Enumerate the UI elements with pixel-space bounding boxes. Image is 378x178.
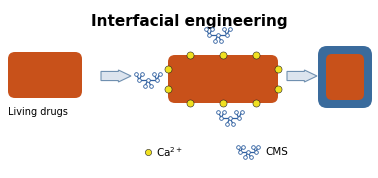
Point <box>221 111 227 113</box>
Point <box>142 85 148 88</box>
Point <box>218 40 224 43</box>
Point <box>245 151 251 153</box>
Point <box>215 111 221 113</box>
Point <box>203 27 209 30</box>
Text: Ca$^{2+}$: Ca$^{2+}$ <box>156 145 183 159</box>
Point <box>250 145 256 148</box>
Point <box>187 102 193 104</box>
Point <box>136 78 142 81</box>
Point <box>165 68 171 71</box>
Point <box>145 78 151 81</box>
Point <box>221 27 227 30</box>
Point <box>220 54 226 56</box>
Point <box>227 27 233 30</box>
Point <box>215 34 221 36</box>
Point <box>209 27 215 30</box>
Point <box>248 156 254 159</box>
Point <box>237 151 243 153</box>
Point <box>255 145 261 148</box>
Point <box>275 68 281 71</box>
Point <box>151 72 157 75</box>
Point <box>240 145 246 148</box>
Point <box>242 156 248 159</box>
Point <box>157 72 163 75</box>
Point <box>148 85 154 88</box>
Point <box>233 111 239 113</box>
Point <box>227 117 233 119</box>
FancyBboxPatch shape <box>318 46 372 108</box>
Point <box>218 117 224 119</box>
Point <box>224 34 230 36</box>
Point <box>154 78 160 81</box>
FancyBboxPatch shape <box>168 55 278 103</box>
Polygon shape <box>287 70 317 82</box>
Point <box>206 34 212 36</box>
Point <box>139 72 145 75</box>
Point <box>235 145 241 148</box>
FancyBboxPatch shape <box>326 54 364 100</box>
Point <box>165 87 171 90</box>
Point <box>275 87 281 90</box>
Point <box>133 72 139 75</box>
Polygon shape <box>101 70 131 82</box>
Point <box>224 123 230 125</box>
Point <box>239 111 245 113</box>
Point <box>253 54 259 56</box>
Point <box>230 123 236 125</box>
FancyBboxPatch shape <box>8 52 82 98</box>
Text: CMS: CMS <box>265 147 288 157</box>
Text: Interfacial engineering: Interfacial engineering <box>91 14 287 29</box>
Point <box>253 151 259 153</box>
Text: Living drugs: Living drugs <box>8 107 68 117</box>
Point <box>253 102 259 104</box>
Point <box>212 40 218 43</box>
Point <box>187 54 193 56</box>
Point <box>220 102 226 104</box>
Point <box>145 151 151 153</box>
Point <box>236 117 242 119</box>
